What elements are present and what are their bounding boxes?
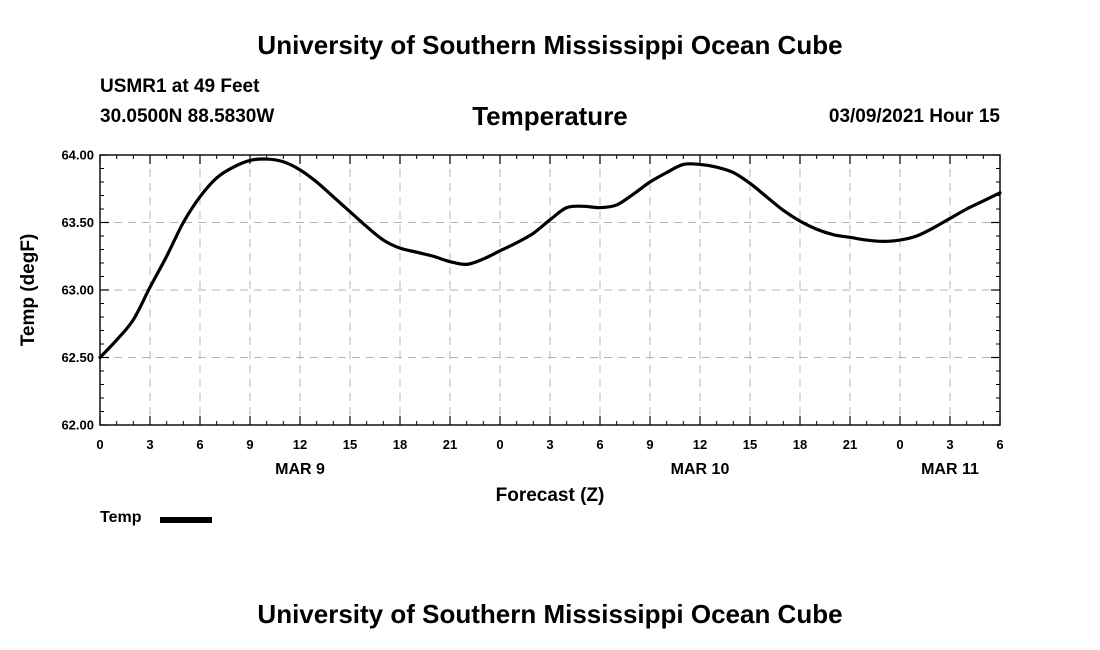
x-tick-label: 6	[196, 437, 203, 452]
x-tick-label: 18	[793, 437, 807, 452]
series-line-temp	[98, 157, 1002, 360]
x-tick-label: 9	[646, 437, 653, 452]
plot-frame	[99, 154, 1001, 426]
x-tick-label: 3	[146, 437, 153, 452]
station-label: USMR1 at 49 Feet	[100, 76, 260, 97]
x-tick-label: 12	[693, 437, 707, 452]
x-tick-label: 15	[343, 437, 357, 452]
y-tick-label: 63.00	[61, 283, 94, 298]
y-axis-title: Temp (degF)	[18, 234, 39, 347]
x-tick-label: 15	[743, 437, 757, 452]
x-tick-label: 6	[596, 437, 603, 452]
page-header-title: University of Southern Mississippi Ocean…	[257, 30, 843, 60]
x-tick-label: 21	[843, 437, 857, 452]
date-label: MAR 9	[275, 461, 325, 478]
x-tick-label: 0	[496, 437, 503, 452]
x-tick-label: 21	[443, 437, 457, 452]
x-tick-label: 18	[393, 437, 407, 452]
y-tick-label: 63.50	[61, 215, 94, 230]
date-label: MAR 11	[921, 461, 979, 478]
x-tick-label: 6	[996, 437, 1003, 452]
x-tick-label: 0	[96, 437, 103, 452]
y-tick-label: 62.00	[61, 418, 94, 433]
x-tick-label: 0	[896, 437, 903, 452]
station-coordinates: 30.0500N 88.5830W	[100, 106, 275, 127]
x-axis-title: Forecast (Z)	[496, 485, 605, 506]
x-tick-label: 3	[946, 437, 953, 452]
x-tick-label: 9	[246, 437, 253, 452]
x-tick-label: 12	[293, 437, 307, 452]
issue-timestamp: 03/09/2021 Hour 15	[828, 106, 1000, 127]
y-tick-label: 62.50	[61, 350, 94, 365]
chart-title: Temperature	[472, 101, 628, 131]
date-label: MAR 10	[671, 461, 730, 478]
y-tick-label: 64.00	[61, 148, 94, 163]
legend-swatch	[160, 517, 212, 523]
legend-label: Temp	[100, 509, 142, 526]
page-footer-title: University of Southern Mississippi Ocean…	[257, 599, 843, 629]
x-tick-label: 3	[546, 437, 553, 452]
